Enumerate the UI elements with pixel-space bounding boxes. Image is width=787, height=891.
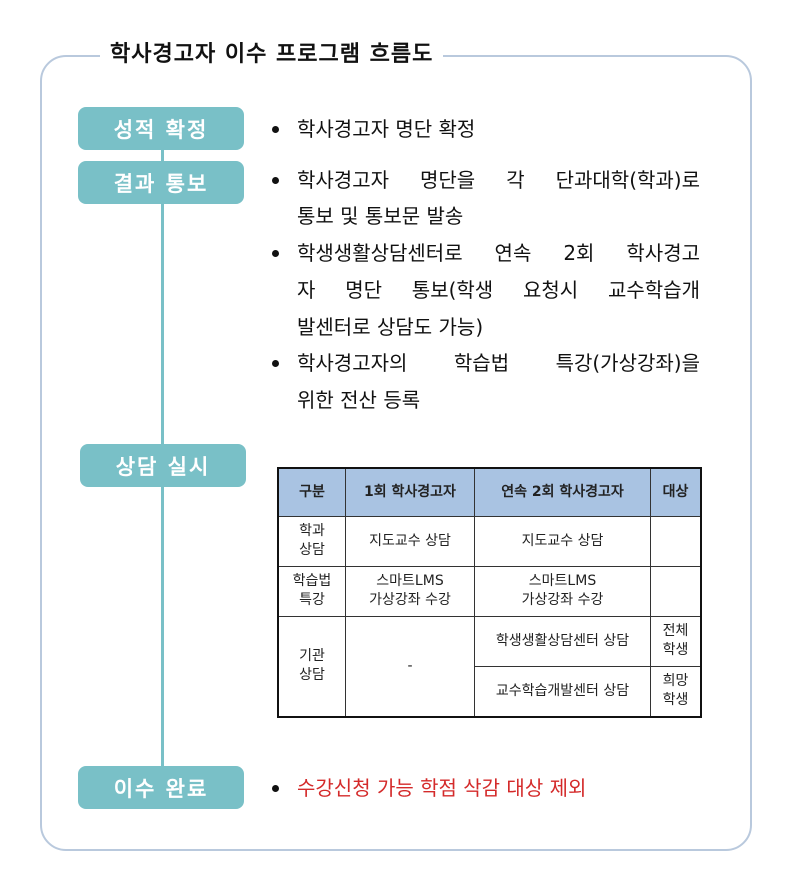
header-cell: 1회 학사경고자 (345, 467, 475, 517)
table-row: 학과 상담 지도교수 상담 지도교수 상담 (277, 516, 702, 567)
cell: 학습법 특강 (277, 565, 346, 617)
bullet-text: 위한 전산 등록 (297, 388, 421, 412)
header-cell: 연속 2회 학사경고자 (474, 467, 651, 517)
bullet-icon (272, 126, 279, 133)
bullet-text: 학생생활상담센터로 연속 2회 학사경고 (297, 241, 700, 265)
header-cell: 구분 (277, 467, 346, 517)
cell: 스마트LMS 가상강좌 수강 (474, 565, 651, 617)
header-cell: 대상 (650, 467, 702, 517)
cell: 전체 학생 (650, 615, 702, 667)
bullet-text-highlight: 수강신청 가능 학점 삭감 대상 제외 (297, 776, 587, 800)
cell: 지도교수 상담 (345, 516, 475, 567)
table-row: 학습법 특강 스마트LMS 가상강좌 수강 스마트LMS 가상강좌 수강 (277, 565, 702, 617)
cell: 기관 상담 (277, 615, 346, 718)
step-result-notice: 결과 통보 (78, 161, 244, 204)
cell: 교수학습개발센터 상담 (474, 665, 651, 718)
step-counseling: 상담 실시 (80, 444, 246, 487)
bullet-icon (272, 250, 279, 257)
bullet-icon (272, 177, 279, 184)
bullet-text: 학사경고자 명단 확정 (297, 117, 476, 141)
cell: 스마트LMS 가상강좌 수강 (345, 565, 475, 617)
bullet-icon (272, 360, 279, 367)
cell: 학과 상담 (277, 516, 346, 567)
table-row: 교수학습개발센터 상담 희망 학생 (278, 665, 702, 718)
counseling-table: 구분 1회 학사경고자 연속 2회 학사경고자 대상 학과 상담 지도교수 상담 … (277, 467, 702, 718)
step-grade-confirm: 성적 확정 (78, 107, 244, 150)
table-row: 기관 상담 - 학생생활상담센터 상담 전체 학생 (277, 615, 702, 718)
bullet-icon (272, 785, 279, 792)
bullet-text: 학사경고자 명단을 각 단과대학(학과)로 (297, 168, 700, 192)
bullet-text: 학사경고자의 학습법 특강(가상강좌)을 (297, 351, 700, 375)
bullet-text: 통보 및 통보문 발송 (297, 204, 464, 228)
cell: 학생생활상담센터 상담 (474, 615, 651, 667)
cell (650, 565, 702, 617)
table-header-row: 구분 1회 학사경고자 연속 2회 학사경고자 대상 (277, 467, 702, 517)
diagram-title: 학사경고자 이수 프로그램 흐름도 (100, 38, 444, 72)
cell (650, 516, 702, 567)
bullet-text: 발센터로 상담도 가능) (297, 315, 484, 339)
step-completion: 이수 완료 (78, 766, 244, 809)
cell: 지도교수 상담 (474, 516, 651, 567)
cell: - (345, 615, 475, 718)
cell: 희망 학생 (650, 665, 702, 718)
bullet-text: 자 명단 통보(학생 요청시 교수학습개 (297, 278, 700, 302)
